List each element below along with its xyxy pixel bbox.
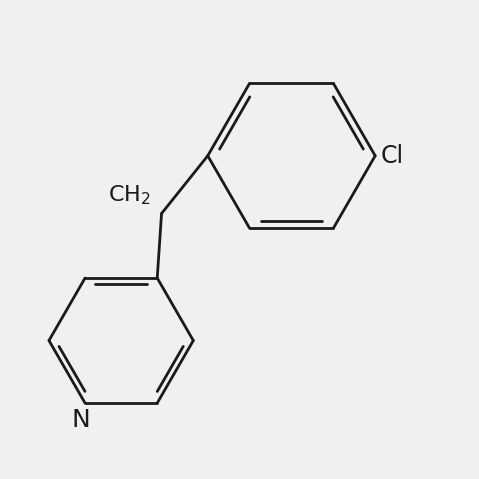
Text: CH$_2$: CH$_2$ [108, 183, 151, 206]
Text: N: N [71, 408, 90, 432]
Text: Cl: Cl [381, 144, 404, 168]
